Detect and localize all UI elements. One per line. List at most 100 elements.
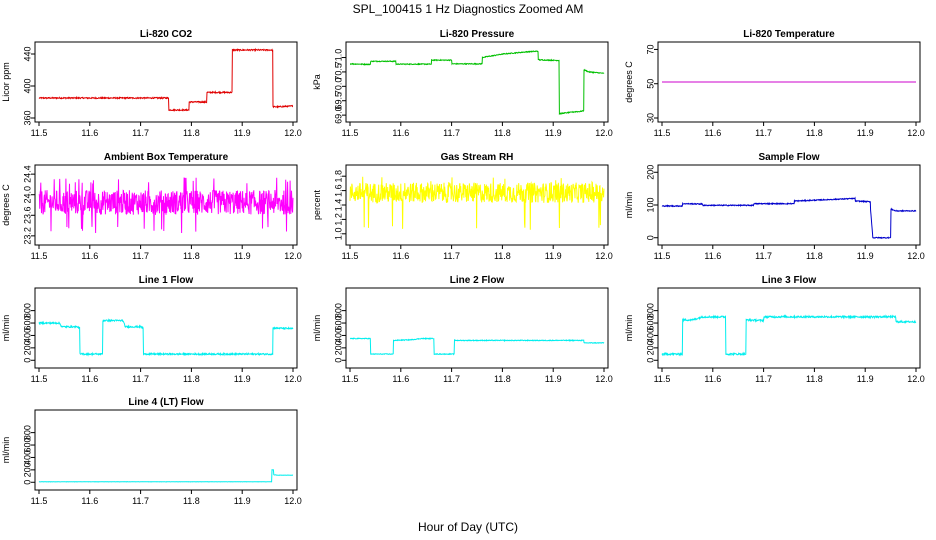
- x-tick-label: 12.0: [595, 374, 613, 384]
- y-tick-label: 23.6: [22, 207, 32, 225]
- y-tick-label: 1.4: [333, 199, 343, 212]
- panels: Li-820 CO2 Licor ppm 11.5 11.6 11.7 11.8 11.9 1…: [1, 29, 925, 506]
- x-tick-label: 11.8: [183, 251, 200, 261]
- x-tick-label: 11.6: [81, 374, 98, 384]
- x-tick-label: 11.5: [654, 251, 671, 261]
- x-tick-label: 11.7: [132, 128, 149, 138]
- panel-line-3-flow: Line 3 Flow ml/min 11.5 11.6 11.7 11.8 11.9 12.…: [624, 275, 925, 384]
- y-tick-label: 23.2: [22, 227, 32, 245]
- x-tick-label: 11.6: [392, 251, 409, 261]
- y-axis-label-line-4-lt-flow: ml/min: [1, 437, 11, 464]
- panel-gas-stream-rh: Gas Stream RH percent 11.5 11.6 11.7 11.8 11.9…: [312, 152, 613, 261]
- panel-title-li-820-co2: Li-820 CO2: [140, 29, 193, 40]
- x-tick-label: 11.7: [443, 251, 460, 261]
- plot-frame-li-820-pressure: [345, 41, 609, 123]
- x-tick-label: 12.0: [907, 128, 925, 138]
- x-tick-label: 11.7: [443, 374, 460, 384]
- x-tick-label: 12.0: [284, 496, 302, 506]
- x-tick-label: 12.0: [284, 128, 302, 138]
- y-tick-label: 1.6: [333, 184, 343, 197]
- y-tick-label: 400: [333, 328, 343, 343]
- panel-title-li-820-temperature: Li-820 Temperature: [743, 29, 835, 40]
- y-tick-label: 70: [645, 44, 655, 54]
- y-tick-label: 71.0: [333, 49, 343, 67]
- y-tick-label: 600: [645, 316, 655, 331]
- x-tick-label: 11.9: [545, 251, 562, 261]
- series-line-ambient-box-temperature: [38, 177, 294, 234]
- y-tick-label: 800: [22, 425, 32, 440]
- y-tick-label: 1.8: [333, 170, 343, 183]
- y-tick-label: 1.2: [333, 213, 343, 226]
- x-tick-label: 11.5: [31, 251, 48, 261]
- y-tick-label: 200: [333, 340, 343, 355]
- y-axis-label-li-820-co2: Licor ppm: [1, 62, 11, 102]
- y-tick-label: 600: [22, 438, 32, 453]
- x-tick-label: 11.8: [494, 374, 511, 384]
- y-tick-label: 0: [333, 358, 343, 363]
- panel-title-sample-flow: Sample Flow: [758, 152, 819, 163]
- y-tick-label: 800: [645, 303, 655, 318]
- x-tick-label: 11.9: [857, 251, 874, 261]
- x-tick-label: 11.8: [494, 251, 511, 261]
- x-tick-label: 11.9: [857, 374, 874, 384]
- panel-title-line-2-flow: Line 2 Flow: [450, 275, 505, 286]
- panel-title-li-820-pressure: Li-820 Pressure: [440, 29, 515, 40]
- x-tick-label: 11.6: [392, 128, 409, 138]
- y-tick-label: 400: [645, 328, 655, 343]
- x-tick-label: 11.5: [342, 251, 359, 261]
- plot-frame-line-1-flow: [34, 287, 298, 369]
- y-tick-label: 0: [22, 480, 32, 485]
- y-axis-label-gas-stream-rh: percent: [312, 189, 322, 220]
- x-tick-label: 11.5: [654, 374, 671, 384]
- x-tick-label: 12.0: [595, 128, 613, 138]
- x-tick-label: 11.6: [704, 128, 721, 138]
- x-tick-label: 11.8: [806, 251, 823, 261]
- y-tick-label: 600: [333, 316, 343, 331]
- y-tick-label: 70.0: [333, 78, 343, 96]
- x-tick-label: 11.8: [183, 128, 200, 138]
- x-tick-label: 12.0: [284, 374, 302, 384]
- panel-li-820-co2: Li-820 CO2 Licor ppm 11.5 11.6 11.7 11.8 11.9 1…: [1, 29, 302, 138]
- y-tick-label: 24.4: [22, 165, 32, 183]
- x-tick-label: 11.9: [234, 128, 251, 138]
- y-tick-label: 800: [22, 303, 32, 318]
- series-line-gas-stream-rh: [349, 176, 605, 230]
- y-axis-label-li-820-pressure: kPa: [312, 74, 322, 90]
- x-tick-label: 11.9: [234, 251, 251, 261]
- y-tick-label: 200: [22, 462, 32, 477]
- x-tick-label: 11.7: [443, 128, 460, 138]
- figure-xlabel: Hour of Day (UTC): [418, 520, 518, 534]
- x-tick-label: 11.6: [81, 251, 98, 261]
- y-axis-label-line-2-flow: ml/min: [312, 315, 322, 342]
- y-tick-label: 69.5: [333, 92, 343, 110]
- panel-line-2-flow: Line 2 Flow ml/min 11.5 11.6 11.7 11.8 11.9 12.…: [312, 275, 613, 384]
- y-tick-label: 69.0: [333, 106, 343, 124]
- y-axis-label-li-820-temperature: degrees C: [624, 61, 634, 103]
- plot-frame-line-3-flow: [657, 287, 921, 369]
- y-tick-label: 100: [645, 197, 655, 212]
- x-tick-label: 11.7: [132, 251, 149, 261]
- series-line-li-820-co2: [38, 47, 294, 112]
- panel-sample-flow: Sample Flow ml/min 11.5 11.6 11.7 11.8 11.9 12.…: [624, 152, 925, 261]
- y-axis-label-ambient-box-temperature: degrees C: [1, 184, 11, 226]
- x-tick-label: 11.7: [132, 496, 149, 506]
- y-tick-label: 400: [22, 328, 32, 343]
- series-line-line-4-lt-flow: [38, 469, 294, 483]
- series-line-line-3-flow: [661, 314, 917, 357]
- x-tick-label: 11.9: [857, 128, 874, 138]
- x-tick-label: 11.7: [755, 374, 772, 384]
- panel-title-gas-stream-rh: Gas Stream RH: [441, 152, 514, 163]
- plot-frame-li-820-co2: [34, 41, 298, 123]
- x-tick-label: 11.7: [755, 128, 772, 138]
- plot-frame-line-4-lt-flow: [34, 409, 298, 491]
- panel-li-820-pressure: Li-820 Pressure kPa 11.5 11.6 11.7 11.8 11.9 12…: [312, 29, 613, 138]
- y-tick-label: 24.0: [22, 186, 32, 204]
- x-tick-label: 11.5: [31, 128, 48, 138]
- y-tick-label: 800: [333, 303, 343, 318]
- y-tick-label: 0: [645, 358, 655, 363]
- x-tick-label: 11.6: [704, 251, 721, 261]
- x-tick-label: 11.6: [704, 374, 721, 384]
- y-axis-label-sample-flow: ml/min: [624, 192, 634, 219]
- y-tick-label: 1.0: [333, 228, 343, 241]
- y-tick-label: 400: [22, 450, 32, 465]
